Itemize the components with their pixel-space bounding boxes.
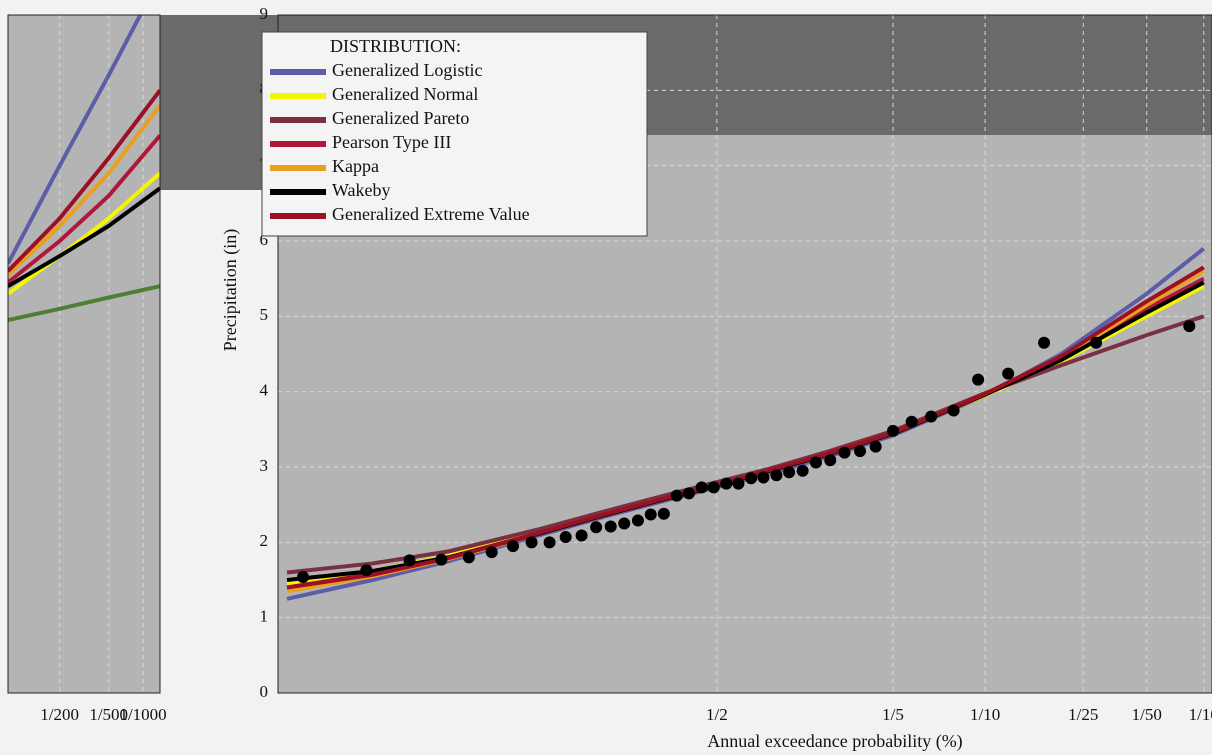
legend: DISTRIBUTION: Generalized Logistic General… (261, 31, 648, 237)
observed-point (720, 477, 733, 490)
y-tick-label: 6 (260, 230, 269, 249)
observed-point (1038, 336, 1051, 349)
observed-point (796, 464, 809, 477)
legend-title: DISTRIBUTION: (330, 36, 461, 56)
observed-point (670, 489, 683, 502)
x-tick-label: 1/2 (706, 705, 728, 724)
observed-point (604, 520, 617, 533)
observed-point (783, 466, 796, 479)
x-tick-label: 1/500 (89, 705, 128, 724)
series-line (8, 186, 160, 288)
legend-label: Pearson Type III (332, 132, 451, 152)
y-axis-label: Precipitation (in) (220, 229, 241, 351)
observed-point (925, 410, 938, 423)
observed-point (732, 477, 745, 490)
observed-point (525, 536, 538, 549)
observed-point (360, 564, 373, 577)
axes-frame (7, 14, 161, 694)
observed-point (972, 373, 985, 386)
inset-plot-area (8, 15, 160, 693)
x-tick-label: 1/25 (1068, 705, 1098, 724)
observed-point (462, 551, 475, 564)
legend-label: Generalized Pareto (332, 108, 469, 128)
observed-point (854, 445, 867, 458)
series-line (8, 15, 143, 265)
x-tick-label: 1/10 (970, 705, 1000, 724)
artifact-band (160, 15, 278, 190)
inset-plot (8, 15, 160, 693)
y-tick-label: 0 (260, 682, 269, 701)
main-plot (278, 15, 1212, 693)
observed-point (297, 570, 310, 583)
observed-point (403, 554, 416, 567)
x-tick-label: 1/200 (40, 705, 79, 724)
x-tick-label: 1/1000 (119, 705, 166, 724)
series-line (8, 134, 160, 284)
observed-point (543, 536, 556, 549)
series-line (8, 171, 160, 296)
axes: 01234567891/21/51/101/251/501/101/2001/5… (7, 4, 1212, 724)
series-line (8, 89, 160, 273)
axes-frame (277, 14, 1212, 694)
observed-point (644, 508, 657, 521)
legend-label: Wakeby (332, 180, 391, 200)
observed-point (435, 553, 448, 566)
legend-label: Generalized Normal (332, 84, 478, 104)
x-axis-label: Annual exceedance probability (%) (707, 731, 962, 752)
observed-point (1183, 320, 1196, 333)
y-tick-label: 3 (260, 456, 269, 475)
y-tick-label: 5 (260, 305, 269, 324)
observed-point (838, 446, 851, 459)
observed-point (631, 514, 644, 527)
legend-label: Generalized Extreme Value (332, 204, 530, 224)
series-line (8, 284, 160, 323)
observed-point (1002, 367, 1015, 380)
observed-point (887, 424, 900, 437)
y-tick-label: 9 (260, 4, 269, 23)
observed-point (590, 521, 603, 534)
observed-point (947, 404, 960, 417)
observed-point (618, 517, 631, 530)
y-tick-label: 2 (260, 531, 269, 550)
legend-label: Kappa (332, 156, 379, 176)
legend-label: Generalized Logistic (332, 60, 482, 80)
observed-point (1090, 336, 1103, 349)
legend-box (261, 31, 648, 237)
observed-point (809, 456, 822, 469)
observed-point (559, 531, 572, 544)
x-tick-label: 1/10 (1189, 705, 1212, 724)
observed-point (905, 415, 918, 428)
observed-point (682, 487, 695, 500)
y-tick-label: 4 (260, 381, 269, 400)
observed-point (770, 469, 783, 482)
x-tick-label: 1/5 (882, 705, 904, 724)
series-line (286, 314, 1205, 575)
x-tick-label: 1/50 (1132, 705, 1162, 724)
observed-point (707, 481, 720, 494)
observed-point (745, 472, 758, 485)
observed-point (869, 440, 882, 453)
observed-point (507, 540, 520, 553)
series-line (8, 104, 160, 277)
observed-point (657, 507, 670, 520)
observed-point (757, 471, 770, 484)
observed-point (824, 454, 837, 467)
observed-point (575, 529, 588, 542)
observed-point (695, 481, 708, 494)
observed-point (485, 546, 498, 559)
y-tick-label: 1 (260, 607, 269, 626)
